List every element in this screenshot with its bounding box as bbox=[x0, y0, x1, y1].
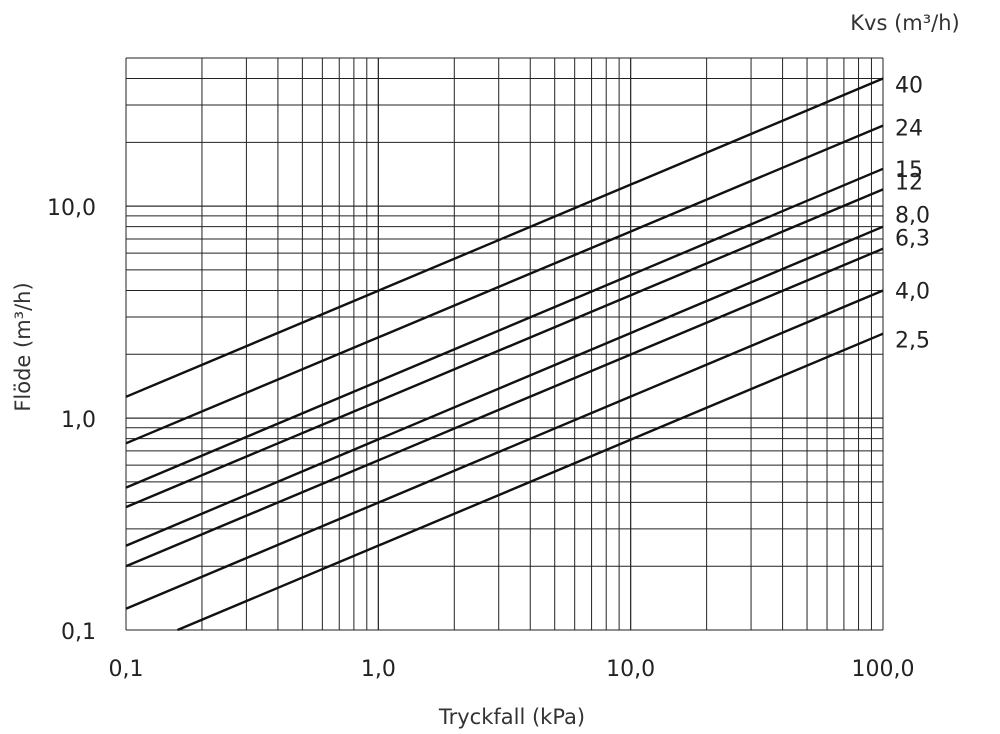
series-line-kvs-15 bbox=[125, 167, 884, 489]
chart-grid bbox=[125, 57, 884, 631]
y-tick-label: 10,0 bbox=[47, 196, 96, 221]
x-tick-label: 1,0 bbox=[361, 657, 396, 682]
y-tick-label: 0,1 bbox=[61, 620, 96, 645]
series-line-kvs-2-5 bbox=[177, 332, 884, 632]
series-label: 6,3 bbox=[895, 227, 930, 252]
series-label: 40 bbox=[895, 74, 923, 99]
series-label: 4,0 bbox=[895, 279, 930, 304]
series-label: 2,5 bbox=[895, 329, 930, 354]
x-tick-label: 10,0 bbox=[606, 657, 655, 682]
series-line-kvs-4-0 bbox=[125, 289, 884, 610]
series-label: 24 bbox=[895, 117, 923, 142]
y-tick-label: 1,0 bbox=[61, 408, 96, 433]
series-line-kvs-8-0 bbox=[125, 225, 884, 547]
series-label: 12 bbox=[895, 170, 923, 195]
chart-ticks: 0,1 1,0 10,0 100,0 0,1 1,0 10,0 bbox=[47, 196, 914, 682]
y-axis-title: Flöde (m³/h) bbox=[11, 282, 35, 411]
x-tick-label: 100,0 bbox=[852, 657, 915, 682]
chart-series bbox=[125, 77, 884, 632]
legend-title: Kvs (m³/h) bbox=[850, 11, 959, 35]
series-line-kvs-12 bbox=[125, 188, 884, 509]
series-line-kvs-40 bbox=[125, 77, 884, 398]
x-tick-label: 0,1 bbox=[109, 657, 144, 682]
series-line-kvs-24 bbox=[125, 124, 884, 445]
series-label: 15 bbox=[895, 158, 923, 183]
x-axis-title: Tryckfall (kPa) bbox=[438, 705, 585, 729]
series-label: 8,0 bbox=[895, 204, 930, 229]
series-line-kvs-6-3 bbox=[125, 247, 884, 568]
